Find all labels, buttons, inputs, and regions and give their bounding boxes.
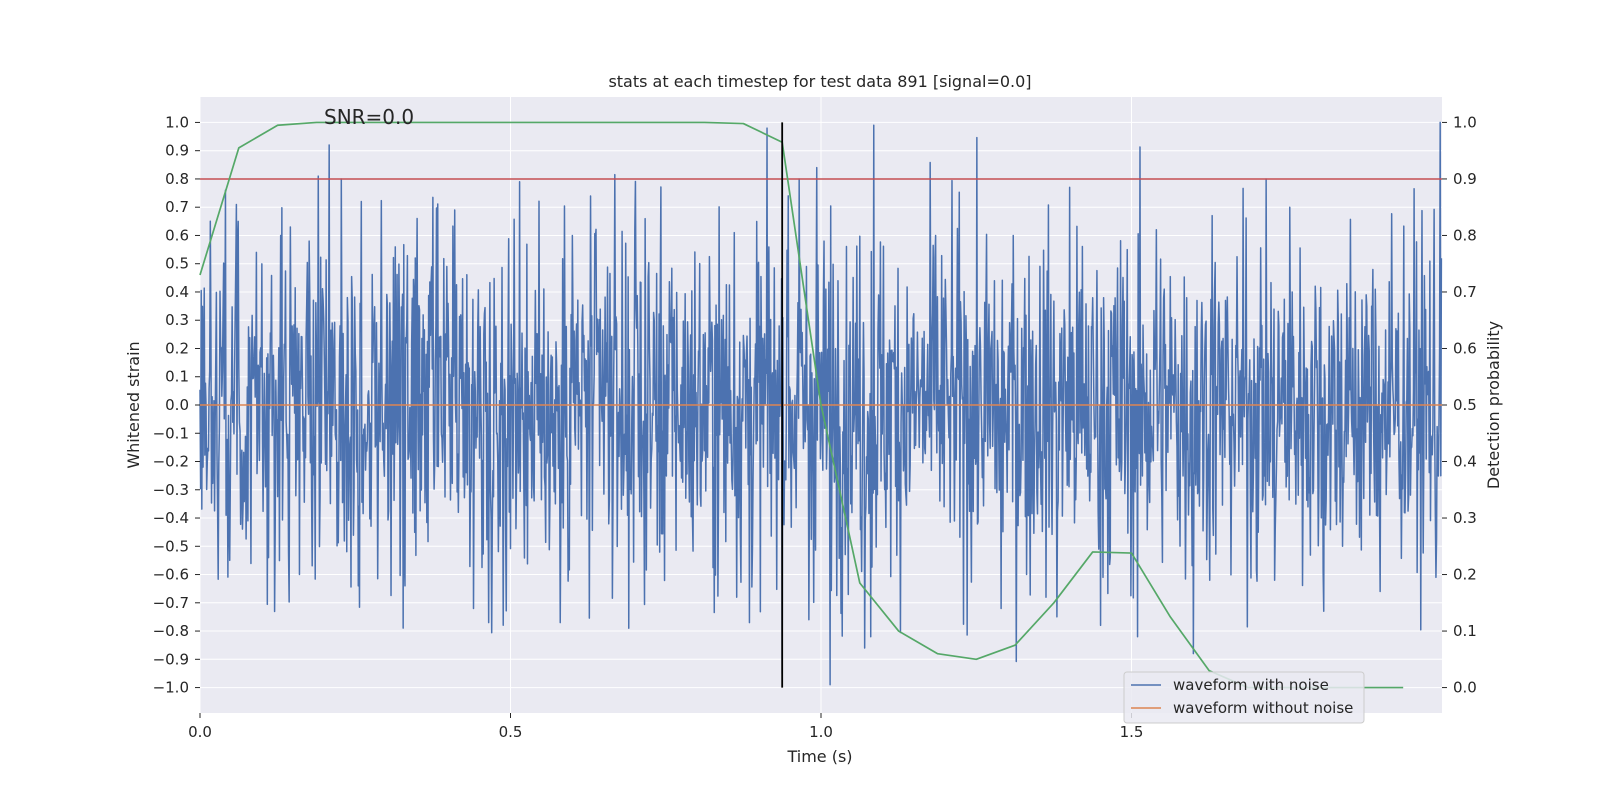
y-left-tick-label: −0.5 — [153, 537, 189, 555]
chart-title: stats at each timestep for test data 891… — [608, 72, 1031, 91]
y-left-tick-label: −0.2 — [153, 453, 189, 471]
y-left-tick-label: −0.3 — [153, 481, 189, 499]
y-left-tick-label: 0.2 — [165, 339, 189, 357]
y-left-tick-label: −0.1 — [153, 424, 189, 442]
y-axis-right-label: Detection probability — [1484, 321, 1503, 489]
y-left-tick-label: 0.1 — [165, 368, 189, 386]
x-tick-label: 1.0 — [809, 723, 833, 741]
y-left-tick-label: 0.5 — [165, 255, 189, 273]
y-right-tick-label: 0.7 — [1453, 283, 1477, 301]
y-right-tick-label: 0.1 — [1453, 622, 1477, 640]
y-right-tick-label: 0.9 — [1453, 170, 1477, 188]
y-right-tick-label: 0.2 — [1453, 566, 1477, 584]
y-left-tick-label: 0.8 — [165, 170, 189, 188]
series-line-detection-probability — [199, 121, 1404, 689]
y-left-tick-label: 0.0 — [165, 396, 189, 414]
y-left-tick-label: 0.4 — [165, 283, 189, 301]
y-left-tick-label: 1.0 — [165, 113, 189, 131]
y-left-tick-label: 0.7 — [165, 198, 189, 216]
tick-layer: 0.0 0.5 1.0 1.5 1.0 0.9 0.8 0.7 0.6 0.5 0.4 0.3 0.2 0… — [153, 113, 1477, 741]
y-right-tick-label: 0.5 — [1453, 396, 1477, 414]
y-right-tick-label: 0.8 — [1453, 226, 1477, 244]
series-line-with-noise — [199, 121, 1443, 686]
x-tick-label: 0.5 — [499, 723, 523, 741]
x-tick-label: 1.5 — [1120, 723, 1144, 741]
snr-annotation: SNR=0.0 — [324, 105, 414, 129]
legend-label-without-noise: waveform without noise — [1173, 699, 1353, 717]
y-left-tick-label: −0.6 — [153, 566, 189, 584]
y-left-tick-label: −1.0 — [153, 679, 189, 697]
y-left-tick-label: 0.3 — [165, 311, 189, 329]
y-left-tick-label: 0.6 — [165, 226, 189, 244]
legend-box — [1123, 671, 1365, 724]
x-tick-label: 0.0 — [188, 723, 212, 741]
legend-label-with-noise: waveform with noise — [1173, 676, 1329, 694]
y-left-tick-label: −0.7 — [153, 594, 189, 612]
y-left-tick-label: −0.9 — [153, 650, 189, 668]
y-left-tick-label: −0.8 — [153, 622, 189, 640]
noise-series-layer — [199, 121, 1443, 686]
y-left-tick-label: 0.9 — [165, 142, 189, 160]
y-right-tick-label: 0.3 — [1453, 509, 1477, 527]
y-right-tick-label: 0.0 — [1453, 679, 1477, 697]
legend: waveform with noise waveform without noi… — [1123, 671, 1365, 724]
series-layer — [199, 121, 1442, 689]
y-right-tick-label: 0.6 — [1453, 339, 1477, 357]
x-axis-label: Time (s) — [786, 747, 852, 766]
y-axis-left-label: Whitened strain — [124, 341, 143, 468]
y-left-tick-label: −0.4 — [153, 509, 189, 527]
y-right-tick-label: 0.4 — [1453, 453, 1477, 471]
y-right-tick-label: 1.0 — [1453, 113, 1477, 131]
